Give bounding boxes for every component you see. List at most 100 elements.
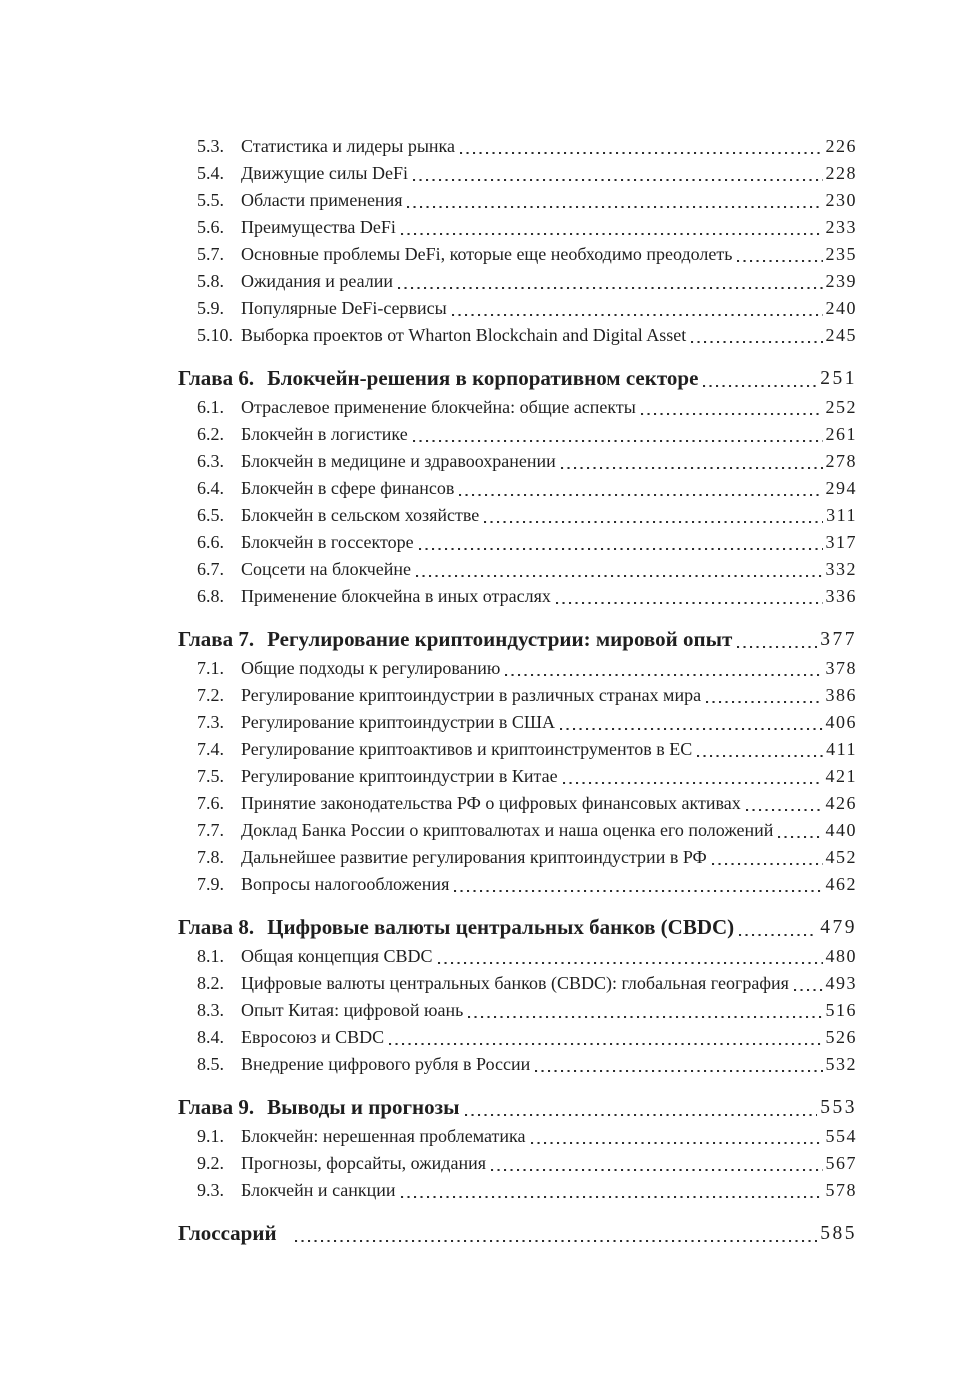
toc-entry: 6.5. Блокчейн в сельском хозяйстве 311 [197,502,857,529]
toc-entry: 5.4. Движущие силы DeFi 228 [197,160,857,187]
dot-leader [400,233,823,235]
dot-leader [535,1070,823,1072]
entry-title: Принятие законодательства РФ о цифровых … [241,793,741,813]
entry-number: 7.5. [197,766,224,786]
entry-title: Блокчейн в сельском хозяйстве [241,505,480,525]
dot-leader [451,314,823,316]
toc-entry: 5.9. Популярные DeFi-сервисы 240 [197,295,857,322]
entry-page-number: 426 [825,793,857,813]
entry-number: 6.2. [197,424,224,444]
chapter-page-number: 553 [820,1097,857,1118]
dot-leader [505,674,823,676]
entry-number: 6.8. [197,586,224,606]
toc-entry: 6.4. Блокчейн в сфере финансов 294 [197,475,857,502]
toc-chapter-heading: Глоссарий 585 [178,1218,857,1249]
entry-page-number: 532 [825,1054,857,1074]
dot-leader [412,440,823,442]
dot-leader [400,1196,823,1198]
chapter-page-number: 251 [820,368,857,389]
entry-title: Регулирование криптоиндустрии в США [241,712,556,732]
chapter-label: Глава 8. [178,915,255,939]
entry-title: Дальнейшее развитие регулирования крипто… [241,847,707,867]
entry-number: 9.3. [197,1180,224,1200]
dot-leader [294,1240,818,1242]
entry-page-number: 554 [825,1126,857,1146]
entry-title: Прогнозы, форсайты, ожидания [241,1153,486,1173]
entry-title: Ожидания и реалии [241,271,393,291]
toc-entry: 8.2. Цифровые валюты центральных банков (… [197,970,857,997]
entry-title: Опыт Китая: цифровой юань [241,1000,464,1020]
dot-leader [407,206,823,208]
entry-number: 8.5. [197,1054,224,1074]
toc-entry: 7.4. Регулирование криптоактивов и крипто… [197,736,857,763]
toc-entry: 9.3. Блокчейн и санкции 578 [197,1177,857,1204]
entry-number: 6.3. [197,451,224,471]
chapter-title: Блокчейн-решения в корпоративном секторе [267,366,699,390]
dot-leader [459,494,823,496]
entry-title: Регулирование криптоактивов и криптоинст… [241,739,693,759]
toc-entry: 5.10. Выборка проектов от Wharton Blockch… [197,322,857,349]
entry-page-number: 411 [826,739,857,759]
entry-number: 8.4. [197,1027,224,1047]
entry-title: Популярные DeFi-сервисы [241,298,447,318]
chapter-label: Глава 9. [178,1095,255,1119]
toc-entry: 7.1. Общие подходы к регулированию 378 [197,655,857,682]
entry-title: Цифровые валюты центральных банков (CBDC… [241,973,789,993]
entry-title: Регулирование криптоиндустрии в различны… [241,685,702,705]
dot-leader [484,521,824,523]
entry-page-number: 452 [825,847,857,867]
dot-leader [778,836,823,838]
entry-page-number: 462 [825,874,857,894]
entry-number: 6.7. [197,559,224,579]
toc-chapter-heading: Глава 8. Цифровые валюты центральных банк… [178,912,857,943]
table-of-contents: 5.3. Статистика и лидеры рынка 226 5.4. Дви… [178,133,857,1249]
entry-page-number: 421 [825,766,857,786]
entry-title: Применение блокчейна в иных отраслях [241,586,551,606]
entry-page-number: 317 [825,532,857,552]
entry-number: 6.6. [197,532,224,552]
entry-page-number: 386 [825,685,857,705]
dot-leader [711,863,823,865]
entry-page-number: 235 [825,244,857,264]
entry-number: 7.1. [197,658,224,678]
dot-leader [703,385,818,387]
entry-title: Области применения [241,190,403,210]
entry-page-number: 294 [825,478,857,498]
entry-number: 7.4. [197,739,224,759]
entry-title: Вопросы налогообложения [241,874,450,894]
toc-entry: 9.2. Прогнозы, форсайты, ожидания 567 [197,1150,857,1177]
dot-leader [691,341,823,343]
entry-page-number: 261 [825,424,857,444]
entry-page-number: 332 [825,559,857,579]
entry-page-number: 578 [825,1180,857,1200]
entry-number: 6.1. [197,397,224,417]
entry-title: Выборка проектов от Wharton Blockchain a… [241,325,687,345]
entry-number: 7.8. [197,847,224,867]
toc-chapter-heading: Глава 6. Блокчейн-решения в корпоративном… [178,363,857,394]
entry-title: Блокчейн в госсекторе [241,532,414,552]
entry-page-number: 226 [825,136,857,156]
chapter-page-number: 585 [820,1223,857,1244]
entry-title: Регулирование криптоиндустрии в Китае [241,766,558,786]
dot-leader [460,152,823,154]
entry-page-number: 567 [825,1153,857,1173]
toc-entry: 5.5. Области применения 230 [197,187,857,214]
dot-leader [706,701,823,703]
entry-title: Отраслевое применение блокчейна: общие а… [241,397,636,417]
dot-leader [560,728,823,730]
entry-page-number: 526 [825,1027,857,1047]
entry-page-number: 230 [825,190,857,210]
entry-number: 5.4. [197,163,224,183]
toc-entry: 7.3. Регулирование криптоиндустрии в США 4… [197,709,857,736]
entry-page-number: 493 [825,973,857,993]
entry-number: 7.9. [197,874,224,894]
entry-title: Внедрение цифрового рубля в России [241,1054,531,1074]
entry-number: 5.6. [197,217,224,237]
toc-entry: 7.7. Доклад Банка России о криптовалютах … [197,817,857,844]
chapter-label: Глава 6. [178,366,255,390]
entry-title: Блокчейн в сфере финансов [241,478,455,498]
entry-title: Блокчейн и санкции [241,1180,396,1200]
toc-chapter-heading: Глава 9. Выводы и прогнозы 553 [178,1092,857,1123]
entry-number: 5.7. [197,244,224,264]
entry-page-number: 378 [825,658,857,678]
